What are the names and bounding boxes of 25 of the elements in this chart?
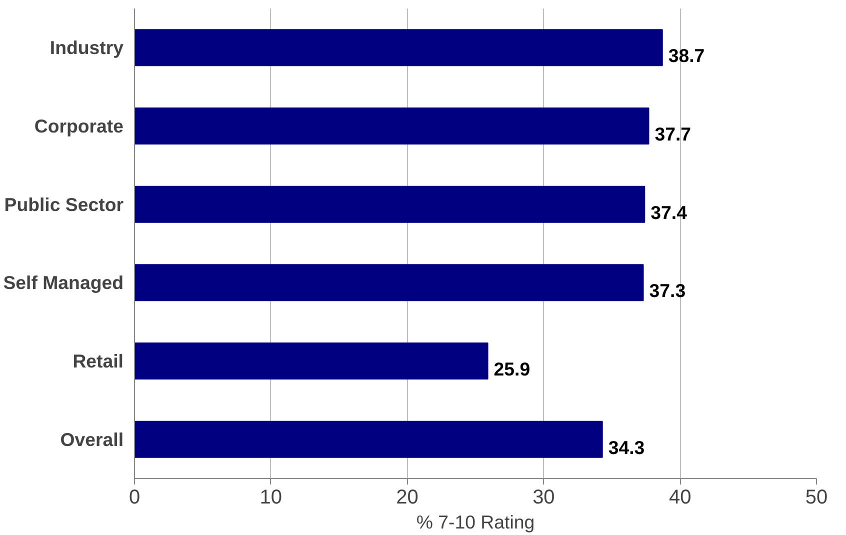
y-tick-label: Corporate xyxy=(34,116,124,136)
x-tick-label: 40 xyxy=(668,486,692,508)
x-axis-title: % 7-10 Rating xyxy=(416,512,535,532)
bar xyxy=(134,420,603,458)
x-tick-label: 50 xyxy=(805,486,828,508)
data-label: 38.7 xyxy=(668,45,705,66)
y-tick-label: Industry xyxy=(50,37,124,58)
y-tick-label: Self Managed xyxy=(3,272,124,294)
y-tick-label: Retail xyxy=(72,350,124,372)
data-label: 37.7 xyxy=(654,124,692,144)
x-tick-label: 30 xyxy=(532,486,555,508)
bar xyxy=(134,107,650,145)
x-tick-label: 0 xyxy=(128,486,140,508)
data-label: 37.4 xyxy=(650,202,688,223)
y-tick-label: Public Sector xyxy=(4,194,124,215)
bar xyxy=(134,342,488,380)
bar xyxy=(134,264,644,302)
y-tick-label: Overall xyxy=(60,428,124,450)
data-label: 25.9 xyxy=(494,358,530,380)
data-label: 34.3 xyxy=(608,436,645,458)
bar xyxy=(134,29,663,66)
x-tick-label: 10 xyxy=(260,486,282,508)
bar xyxy=(134,186,646,223)
x-tick-label: 20 xyxy=(396,486,418,508)
data-label: 37.3 xyxy=(649,280,686,302)
